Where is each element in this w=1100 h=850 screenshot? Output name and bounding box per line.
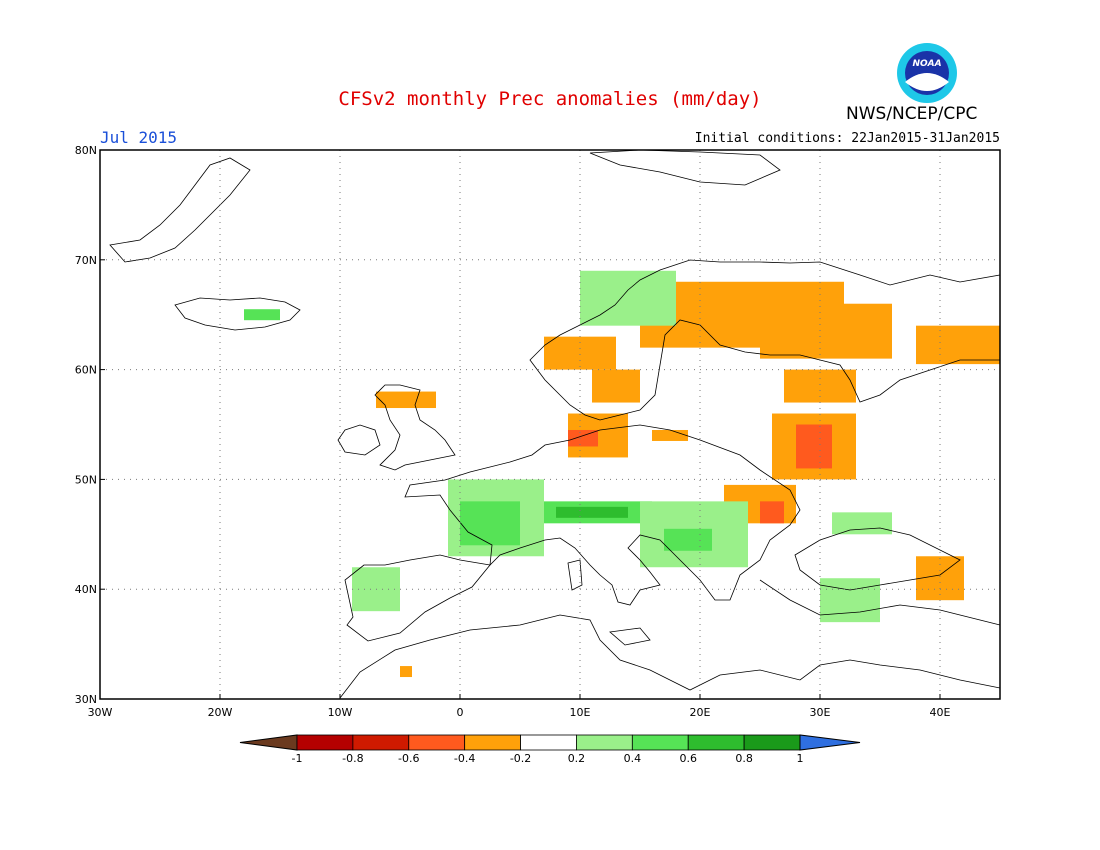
colorbar-label: -0.6 [398, 752, 419, 765]
colorbar-segment [520, 734, 577, 751]
colorbar-segment [352, 734, 410, 751]
colorbar-segment [631, 734, 689, 751]
anomaly-cell [580, 270, 676, 326]
anomaly-cell [832, 512, 892, 535]
anomaly-cell [568, 413, 628, 458]
anomaly-cell [784, 369, 856, 403]
anomaly-cell [796, 424, 832, 469]
anomaly-cell [664, 528, 712, 551]
forecast-month: Jul 2015 [100, 128, 178, 147]
coastline-sardinia [567, 559, 583, 591]
noaa-logo-text: NOAA [912, 59, 941, 69]
anomaly-cell [244, 309, 280, 321]
coastline-britain [374, 384, 456, 471]
lat-tick-label: 60N [75, 364, 97, 377]
lat-tick-label: 30N [75, 693, 97, 706]
coastline-iceland [174, 297, 301, 331]
colorbar-high-arrow [799, 734, 861, 751]
coastline-ireland [337, 424, 381, 456]
anomaly-cell [760, 501, 784, 524]
colorbar-label: -0.4 [454, 752, 475, 765]
anomaly-cell [460, 501, 520, 546]
colorbar-label: 1 [797, 752, 804, 765]
anomaly-cell [652, 429, 688, 441]
lon-tick-label: 10E [570, 706, 591, 719]
colorbar-label: -0.8 [342, 752, 363, 765]
anomaly-cell [556, 506, 628, 518]
anomaly-cell [640, 281, 844, 348]
colorbar-label: 0.2 [568, 752, 586, 765]
colorbar-label: 0.4 [624, 752, 642, 765]
graticule [100, 150, 1000, 699]
anomaly-cell [544, 501, 652, 524]
coastline-sicily [609, 627, 651, 646]
anomaly-cell [568, 429, 598, 447]
colorbar-segment [743, 734, 801, 751]
anomaly-cell [352, 567, 400, 612]
anomaly-cell [760, 303, 892, 359]
agency-label: NWS/NCEP/CPC [846, 104, 978, 124]
map-frame [99, 149, 1001, 700]
colorbar-segment [464, 734, 521, 751]
colorbar-label: 0.8 [735, 752, 753, 765]
coastline-greenland [109, 157, 251, 263]
lon-tick-label: 0 [457, 706, 464, 719]
anomaly-cell [916, 556, 964, 601]
colorbar-segment [296, 734, 354, 751]
colorbar-segment [576, 734, 633, 751]
noaa-logo: NOAA [897, 43, 957, 103]
lat-tick-label: 80N [75, 144, 97, 157]
initial-conditions: Initial conditions: 22Jan2015-31Jan2015 [694, 131, 1000, 146]
lon-tick-label: 10W [328, 706, 353, 719]
lat-tick-label: 70N [75, 254, 97, 267]
lon-tick-label: 30W [88, 706, 113, 719]
coastline-france-italy [404, 424, 801, 606]
lat-tick-label: 40N [75, 583, 97, 596]
lon-tick-label: 40E [930, 706, 951, 719]
anomaly-cell [448, 479, 544, 557]
coastline-turkey [759, 579, 1001, 626]
coastline-scandinavia [529, 259, 1001, 421]
anomaly-cell [592, 369, 640, 403]
coastline-iberia [344, 554, 491, 642]
colorbar-label: -0.2 [510, 752, 531, 765]
colorbar-segment [687, 734, 745, 751]
anomaly-cell [544, 336, 616, 370]
coastline-black-sea [794, 527, 961, 591]
lat-tick-label: 50N [75, 473, 97, 486]
coastline-svalbard [589, 149, 781, 186]
anomaly-cell [400, 666, 412, 678]
anomaly-cell [724, 484, 796, 524]
colorbar-segment [408, 734, 466, 751]
lon-tick-label: 20W [208, 706, 233, 719]
lon-tick-label: 30E [810, 706, 831, 719]
coastline-north-africa [339, 614, 1001, 699]
lon-tick-label: 20E [690, 706, 711, 719]
map-title: CFSv2 monthly Prec anomalies (mm/day) [338, 88, 762, 110]
anomaly-cell [916, 325, 1000, 365]
anomaly-cell [376, 391, 436, 409]
colorbar: -1 -0.8 -0.6 -0.4 -0.2 0.2 0.4 0.6 0.8 1 [239, 734, 861, 765]
anomaly-cell [820, 578, 880, 623]
axis-ticks: 30W 20W 10W 0 10E 20E 30E 40E 30N 40N 50N 60N 70N 80N [75, 144, 951, 719]
colorbar-label: 0.6 [679, 752, 697, 765]
anomaly-cell [640, 501, 748, 568]
colorbar-low-arrow [239, 734, 298, 751]
anomaly-cells [244, 270, 1000, 678]
anomaly-cell [772, 413, 856, 480]
colorbar-label: -1 [292, 752, 303, 765]
coastlines [109, 149, 1001, 699]
